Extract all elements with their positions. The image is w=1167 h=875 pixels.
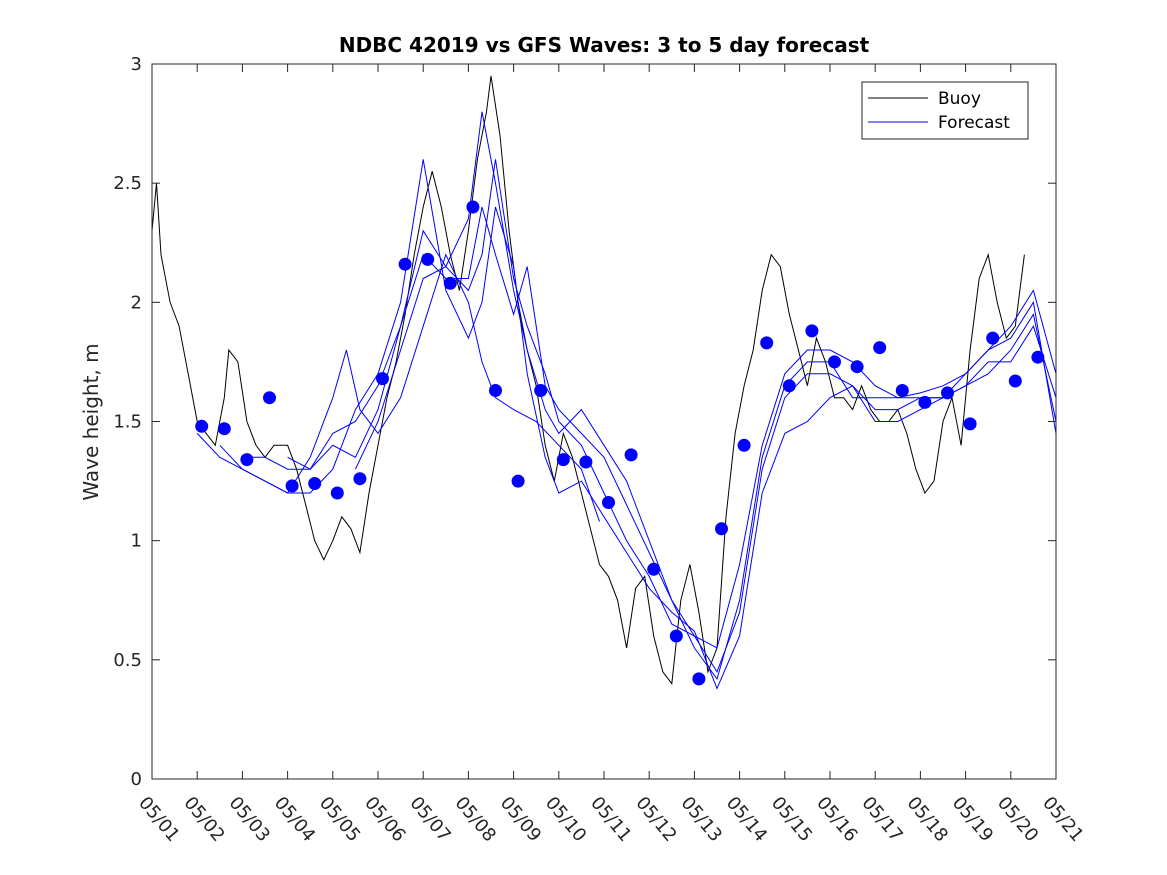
forecast-point-21 — [647, 562, 661, 576]
forecast-point-37 — [1008, 374, 1022, 388]
legend-box — [861, 81, 1029, 140]
forecast-point-24 — [715, 522, 728, 536]
forecast-point-20 — [624, 448, 638, 462]
y-tick-label: 1 — [131, 531, 142, 552]
forecast-point-23 — [692, 672, 706, 686]
forecast-point-26 — [760, 336, 774, 350]
forecast-point-12 — [443, 276, 457, 290]
y-tick-label: 0.5 — [113, 650, 142, 671]
forecast-point-4 — [263, 391, 276, 405]
x-tick-label: 05/06 — [360, 793, 409, 846]
x-tick-label: 05/07 — [405, 793, 454, 846]
forecast-point-9 — [376, 372, 389, 386]
x-tick-label: 05/13 — [677, 793, 726, 846]
forecast-point-28 — [805, 324, 819, 338]
x-tick-label: 05/12 — [631, 793, 680, 846]
x-tick-label: 05/14 — [722, 793, 771, 846]
forecast-point-15 — [511, 474, 525, 488]
x-tick-label: 05/10 — [541, 793, 590, 846]
forecast-point-14 — [489, 384, 502, 397]
forecast-point-18 — [579, 455, 593, 469]
legend-forecast-label: Forecast — [938, 113, 1010, 133]
forecast-point-5 — [285, 479, 299, 493]
forecast-point-25 — [737, 438, 751, 452]
forecast-point-11 — [421, 252, 435, 266]
forecast-point-27 — [782, 379, 796, 393]
plot-area — [151, 75, 1057, 690]
forecast-point-31 — [873, 341, 887, 355]
x-tick-label: 05/01 — [134, 793, 183, 846]
forecast-point-2 — [217, 422, 231, 436]
forecast-point-33 — [918, 395, 932, 409]
forecast-series-line-5 — [354, 111, 1057, 649]
x-tick-label: 05/03 — [225, 793, 274, 846]
forecast-point-35 — [963, 417, 977, 431]
forecast-point-29 — [828, 355, 841, 369]
x-tick-label: 05/20 — [993, 793, 1042, 846]
x-tick-label: 05/15 — [767, 793, 816, 846]
x-tick-label: 05/04 — [270, 793, 319, 846]
x-tick-label: 05/17 — [857, 793, 906, 846]
buoy-series-line — [151, 75, 1025, 686]
forecast-point-30 — [850, 360, 864, 374]
y-tick-label: 0 — [131, 769, 142, 790]
axes-box — [151, 63, 1057, 780]
x-tick-label: 05/21 — [1038, 793, 1087, 846]
forecast-point-3 — [240, 453, 254, 467]
forecast-series-line-2 — [219, 159, 1057, 690]
x-tick-label: 05/05 — [315, 793, 364, 846]
forecast-point-8 — [353, 472, 367, 486]
forecast-point-16 — [534, 384, 548, 397]
forecast-point-10 — [398, 257, 412, 271]
x-tick-label: 05/18 — [903, 793, 952, 846]
y-tick-label: 1.5 — [113, 412, 142, 433]
legend-buoy-label: Buoy — [938, 89, 981, 109]
forecast-point-34 — [941, 386, 954, 400]
chart-title: NDBC 42019 vs GFS Waves: 3 to 5 day fore… — [339, 33, 870, 57]
y-tick-label: 3 — [131, 54, 142, 75]
legend: Buoy Forecast — [861, 81, 1029, 140]
forecast-point-36 — [986, 331, 1000, 345]
y-axis-label: Wave height, m — [79, 343, 103, 500]
y-tick-label: 2.5 — [113, 173, 142, 194]
forecast-point-17 — [556, 453, 570, 467]
forecast-point-7 — [330, 486, 344, 500]
x-tick-label: 05/16 — [812, 793, 861, 846]
x-tick-label: 05/09 — [496, 793, 545, 846]
x-tick-label: 05/19 — [948, 793, 997, 846]
x-tick-label: 05/11 — [586, 793, 635, 846]
forecast-series-line-4 — [287, 206, 1057, 681]
forecast-point-6 — [308, 477, 322, 490]
forecast-point-1 — [195, 419, 209, 433]
forecast-point-19 — [602, 496, 615, 509]
x-tick-label: 05/02 — [179, 793, 228, 846]
forecast-point-32 — [895, 384, 909, 397]
y-tick-label: 2 — [131, 292, 142, 313]
x-tick-label: 05/08 — [451, 793, 500, 846]
forecast-point-22 — [669, 629, 683, 643]
forecast-point-38 — [1031, 350, 1045, 364]
forecast-point-13 — [466, 200, 480, 214]
